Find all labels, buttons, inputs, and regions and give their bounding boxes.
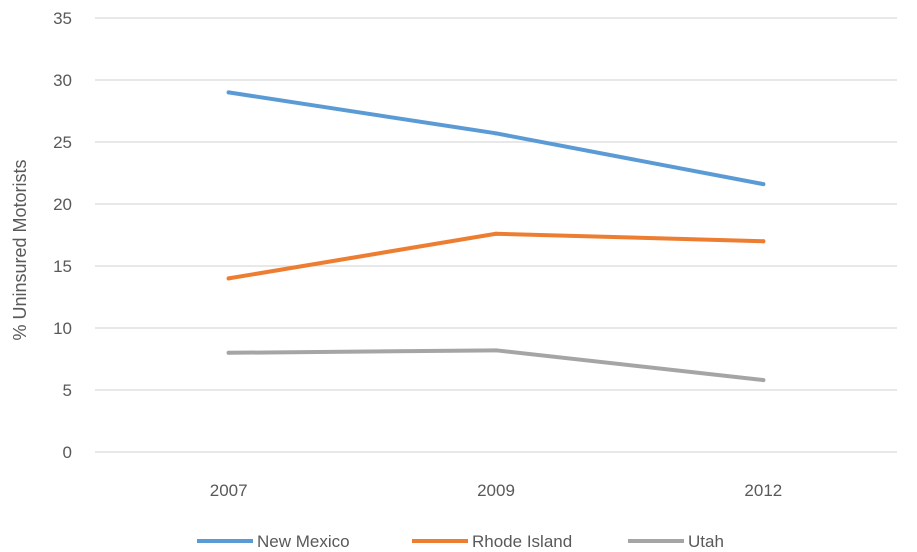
data-point-new-mexico — [226, 90, 231, 95]
legend-label-utah: Utah — [688, 532, 724, 551]
y-tick-label: 15 — [53, 257, 72, 276]
legend-label-new-mexico: New Mexico — [257, 532, 350, 551]
data-point-rhode-island — [494, 231, 498, 236]
data-point-utah — [226, 350, 231, 355]
series-line-utah — [226, 348, 766, 383]
data-point-utah — [494, 348, 498, 353]
legend: New Mexico Rhode Island Utah — [197, 532, 724, 551]
gridlines — [95, 17, 897, 453]
y-axis-tick-labels: 0 5 10 15 20 25 30 35 — [53, 9, 72, 462]
data-point-rhode-island — [761, 239, 766, 244]
y-tick-label: 35 — [53, 9, 72, 28]
y-tick-label: 0 — [63, 443, 72, 462]
y-axis-title: % Uninsured Motorists — [10, 159, 30, 340]
x-tick-label: 2012 — [744, 481, 782, 500]
data-point-new-mexico — [494, 131, 498, 136]
data-point-new-mexico — [761, 182, 766, 187]
x-axis-tick-labels: 2007 2009 2012 — [210, 481, 782, 500]
y-tick-label: 25 — [53, 133, 72, 152]
x-tick-label: 2009 — [477, 481, 515, 500]
y-tick-label: 30 — [53, 71, 72, 90]
x-tick-label: 2007 — [210, 481, 248, 500]
series-line-new-mexico — [226, 90, 766, 187]
data-point-rhode-island — [226, 276, 231, 281]
legend-label-rhode-island: Rhode Island — [472, 532, 572, 551]
data-point-utah — [761, 378, 766, 383]
y-tick-label: 20 — [53, 195, 72, 214]
series-line-rhode-island — [226, 231, 766, 281]
y-tick-label: 10 — [53, 319, 72, 338]
y-tick-label: 5 — [63, 381, 72, 400]
series-lines — [226, 90, 766, 383]
